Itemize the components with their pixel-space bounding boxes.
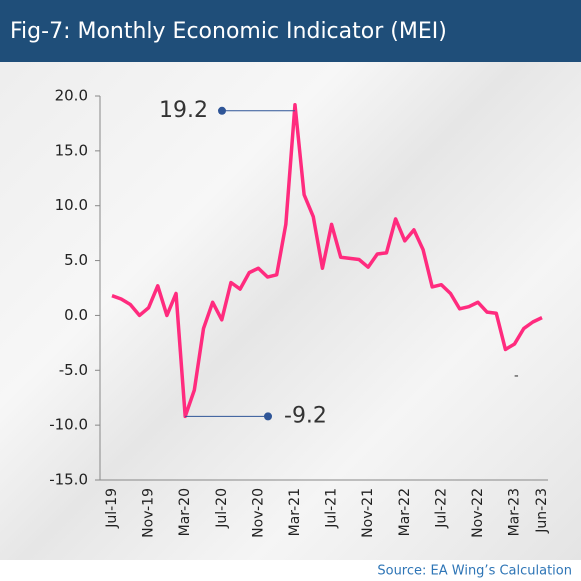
annotation: -9.2: [284, 403, 327, 428]
x-tick-label: Mar-20: [177, 488, 193, 536]
x-tick-label: Jul-22: [433, 488, 449, 529]
x-tick-label: Jul-19: [104, 488, 120, 529]
y-tick-label: 15.0: [55, 141, 88, 159]
source-bar: [0, 560, 581, 581]
y-tick-label: -10.0: [49, 416, 88, 434]
y-tick-label: 5.0: [64, 251, 88, 269]
x-tick-label: Jun-23: [534, 488, 550, 534]
y-tick-label: 0.0: [64, 306, 88, 324]
source: Source: EA Wing’s Calculation: [377, 564, 572, 579]
x-tick-label: Mar-22: [397, 488, 413, 536]
chart-title: Fig-7: Monthly Economic Indicator (MEI): [10, 19, 447, 44]
x-tick-label: Jul-20: [214, 488, 230, 529]
x-tick-label: Nov-20: [250, 488, 266, 538]
annotation: -: [514, 369, 519, 384]
x-tick-label: Nov-21: [360, 488, 376, 538]
title-bar: [0, 0, 581, 62]
y-tick-label: 20.0: [55, 87, 88, 105]
x-tick-label: Mar-23: [507, 488, 523, 536]
x-tick-label: Jul-21: [324, 488, 340, 529]
annotation-dot: [264, 412, 272, 421]
x-tick-label: Nov-22: [470, 488, 486, 538]
y-tick-label: -5.0: [59, 361, 88, 379]
x-tick-label: Nov-19: [141, 488, 157, 538]
line: [111, 103, 543, 419]
y-tick-label: -15.0: [49, 471, 88, 489]
x-tick-label: Mar-21: [287, 488, 303, 536]
annotation-dot: [218, 106, 226, 115]
annotation: 19.2: [159, 98, 208, 123]
y-tick-label: 10.0: [55, 196, 88, 214]
